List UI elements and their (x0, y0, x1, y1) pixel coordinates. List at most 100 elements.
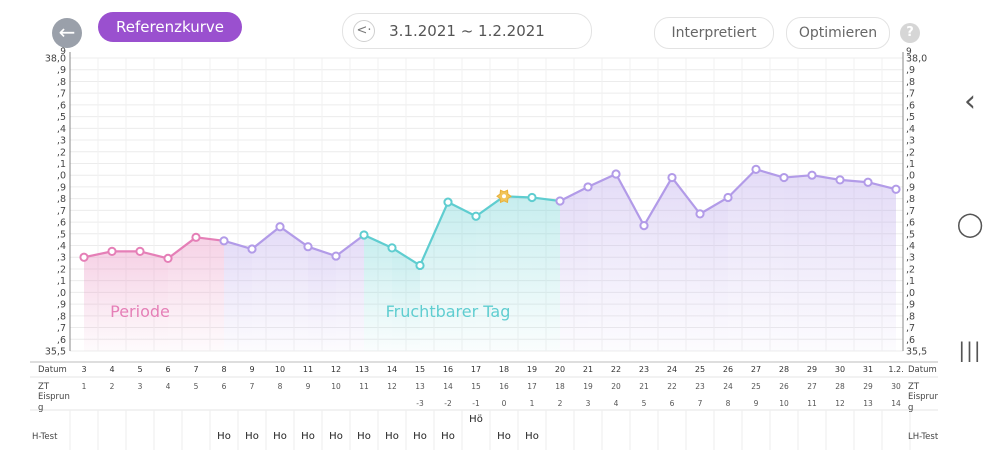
y-tick-label-left: ,1 (57, 159, 66, 170)
date-range-text: 3.1.2021 ~ 1.2.2021 (389, 22, 545, 40)
series-line-segment (390, 246, 422, 267)
curve-fill-period (84, 251, 112, 351)
data-point (667, 172, 677, 183)
optimize-button[interactable]: Optimieren (786, 17, 890, 49)
series-line-segment (726, 168, 758, 199)
series-line-segment (782, 174, 814, 179)
nav-recents-icon[interactable]: ||| (958, 338, 982, 362)
date-cell: 5 (137, 365, 142, 374)
date-cell: 19 (527, 365, 537, 374)
interpreted-button[interactable]: Interpretiert (654, 17, 774, 49)
series-line-segment (558, 185, 590, 203)
date-cell: 30 (835, 365, 845, 374)
curve-fill-normal (840, 179, 868, 351)
cycle-day-cell: 7 (250, 382, 255, 391)
date-cell: 26 (723, 365, 733, 374)
back-button[interactable]: ← (52, 18, 82, 48)
date-cell: 16 (443, 365, 453, 374)
curve-fill-normal (868, 182, 896, 351)
ovulation-offset-cell: 10 (779, 399, 789, 408)
y-tick-label-right: ,5 (906, 112, 915, 123)
nav-home-icon[interactable]: ◯ (956, 210, 984, 238)
cycle-day-cell: 21 (639, 382, 649, 391)
y-tick-label-left: 35,5 (45, 347, 66, 358)
y-tick-label-left: ,6 (57, 218, 66, 229)
y-tick-label-right: ,3 (906, 136, 915, 147)
date-cell: 10 (275, 365, 285, 374)
row-label-date-right: Datum (908, 365, 937, 375)
cycle-day-cell: 16 (499, 382, 509, 391)
lh-test-cell: Ho (329, 431, 343, 442)
y-tick-label-right: ,3 (906, 253, 915, 264)
lh-test-cell: Ho (385, 431, 399, 442)
y-tick-label-left: ,0 (57, 288, 66, 299)
series-line-segment (194, 236, 226, 242)
ovulation-offset-cell: 1 (530, 399, 535, 408)
cycle-day-cell: 19 (583, 382, 593, 391)
data-point (891, 184, 901, 194)
data-point (79, 252, 89, 262)
ovulation-offset-cell: -3 (416, 399, 424, 408)
chevron-left-icon[interactable]: <· (353, 20, 375, 42)
date-cell: 15 (415, 365, 425, 374)
data-point (303, 242, 313, 252)
ovulation-offset-cell: 13 (863, 399, 873, 408)
cycle-day-cell: 9 (306, 382, 311, 391)
data-point (387, 243, 397, 253)
date-range-selector[interactable]: <· 3.1.2021 ~ 1.2.2021 (342, 13, 592, 49)
y-tick-label-left: ,2 (57, 147, 66, 158)
y-top-extra-right: 9 (906, 47, 912, 57)
y-tick-label-right: ,9 (906, 182, 915, 193)
period-label: Periode (110, 302, 170, 321)
cycle-day-cell: 20 (611, 382, 621, 391)
data-point (191, 232, 201, 242)
y-tick-label-left: ,4 (57, 124, 66, 135)
cycle-day-cell: 2 (110, 382, 115, 391)
curve-fill-normal (336, 234, 364, 351)
curve-fill-normal (756, 169, 784, 351)
y-tick-label-right: ,2 (906, 147, 915, 158)
series-line-segment (418, 201, 450, 267)
date-cell: 18 (499, 365, 509, 374)
y-tick-label-left: ,1 (57, 276, 66, 287)
y-tick-label-left: ,7 (57, 206, 66, 217)
date-cell: 24 (667, 365, 677, 374)
y-tick-label-left: ,2 (57, 264, 66, 275)
series-line-segment (530, 196, 562, 203)
data-point (695, 209, 705, 219)
series-line-segment (334, 233, 366, 258)
curve-fill-normal (784, 175, 812, 351)
data-point (359, 230, 369, 240)
ovulation-offset-cell: -2 (444, 399, 452, 408)
fertile-label: Fruchtbarer Tag (386, 302, 511, 321)
curve-fill-normal (560, 186, 588, 351)
y-tick-label-right: 38,0 (906, 54, 927, 65)
y-tick-label-left: ,3 (57, 136, 66, 147)
date-cell: 8 (221, 365, 226, 374)
data-point (415, 260, 425, 271)
y-tick-label-right: ,4 (906, 241, 915, 252)
reference-curve-button[interactable]: Referenzkurve (98, 12, 242, 42)
series-line-segment (698, 196, 730, 215)
data-point (779, 172, 789, 183)
cycle-day-cell: 29 (863, 382, 873, 391)
curve-fill-normal (700, 197, 728, 351)
series-line-segment (82, 250, 114, 259)
y-tick-label-left: ,3 (57, 253, 66, 264)
nav-back-icon[interactable]: ‹ (964, 84, 976, 119)
y-tick-label-left: 38,0 (45, 54, 66, 65)
cycle-day-cell: 15 (471, 382, 481, 391)
date-cell: 22 (611, 365, 621, 374)
y-tick-label-right: ,7 (906, 323, 915, 334)
series-line-segment (754, 168, 786, 179)
curve-fill-normal (280, 226, 308, 351)
date-cell: 23 (639, 365, 649, 374)
ovulation-offset-cell: -1 (472, 399, 480, 408)
date-cell: 31 (863, 365, 873, 374)
curve-fill-normal (252, 226, 280, 351)
data-point (555, 196, 565, 206)
curve-fill-fertile (532, 197, 560, 351)
ovulation-offset-cell: 8 (726, 399, 731, 408)
series-line-segment (474, 195, 506, 218)
help-icon[interactable]: ? (900, 23, 920, 43)
